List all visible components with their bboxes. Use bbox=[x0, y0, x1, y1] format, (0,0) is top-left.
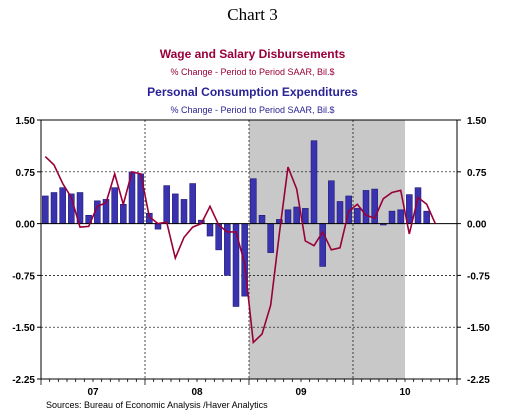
bar-pce bbox=[406, 194, 413, 224]
line-wage bbox=[44, 156, 437, 345]
source-note: Sources: Bureau of Economic Analysis /Ha… bbox=[46, 400, 268, 410]
chart-title: Chart 3 bbox=[227, 5, 278, 24]
bar-pce bbox=[50, 192, 58, 224]
legend-wage-sub: % Change - Period to Period SAAR, Bil.$ bbox=[0, 62, 505, 80]
bar-pce bbox=[163, 185, 170, 224]
bar-pce bbox=[302, 208, 309, 224]
legend-wage-subtitle: % Change - Period to Period SAAR, Bil.$ bbox=[170, 67, 335, 77]
bar-pce bbox=[397, 209, 404, 224]
y-label-left: 0.00 bbox=[16, 220, 36, 231]
x-label: 09 bbox=[295, 387, 307, 398]
bar-pce bbox=[423, 210, 430, 224]
legend-wage: Wage and Salary Disbursements bbox=[0, 45, 505, 63]
bar-pce bbox=[293, 206, 300, 224]
bar-pce bbox=[336, 201, 344, 224]
x-label: 10 bbox=[399, 387, 411, 398]
legend-pce-name: Personal Consumption Expenditures bbox=[147, 85, 358, 99]
bar-pce bbox=[250, 178, 257, 224]
legend-pce: Personal Consumption Expenditures bbox=[0, 83, 505, 101]
bar-pce bbox=[154, 223, 162, 230]
bar-pce bbox=[42, 195, 49, 224]
bar-pce bbox=[232, 223, 240, 307]
y-label-left: 1.50 bbox=[16, 116, 36, 127]
bar-pce bbox=[206, 223, 214, 237]
bar-pce bbox=[111, 187, 118, 224]
bar-pce bbox=[267, 223, 274, 253]
bar-pce bbox=[388, 210, 396, 224]
x-label: 07 bbox=[87, 387, 99, 398]
y-label-right: -0.75 bbox=[467, 271, 490, 282]
y-label-right: 0.75 bbox=[467, 168, 487, 179]
y-label-left: -0.75 bbox=[12, 271, 35, 282]
y-label-right: -2.25 bbox=[467, 375, 490, 386]
bar-pce bbox=[180, 199, 188, 224]
x-label: 08 bbox=[191, 387, 203, 398]
y-label-left: 0.75 bbox=[16, 168, 36, 179]
bar-pce bbox=[310, 140, 318, 224]
bar-pce bbox=[189, 183, 196, 224]
recession-shading bbox=[249, 120, 405, 379]
legend-pce-sub: % Change - Period to Period SAAR, Bil.$ bbox=[0, 100, 505, 118]
y-label-right: 0.00 bbox=[467, 220, 487, 231]
bar-pce bbox=[328, 180, 335, 224]
bar-pce bbox=[284, 209, 292, 224]
y-label-right: -1.50 bbox=[467, 323, 490, 334]
bar-pce bbox=[59, 187, 66, 224]
bar-pce bbox=[258, 215, 266, 224]
bar-pce bbox=[354, 208, 361, 224]
y-label-left: -1.50 bbox=[12, 323, 35, 334]
legend-wage-name: Wage and Salary Disbursements bbox=[159, 47, 346, 61]
bar-pce bbox=[172, 193, 179, 224]
bar-pce bbox=[362, 190, 370, 224]
y-label-left: -2.25 bbox=[12, 375, 35, 386]
bar-pce bbox=[319, 223, 326, 267]
legend-pce-subtitle: % Change - Period to Period SAAR, Bil.$ bbox=[170, 105, 335, 115]
y-label-right: 1.50 bbox=[467, 116, 487, 127]
